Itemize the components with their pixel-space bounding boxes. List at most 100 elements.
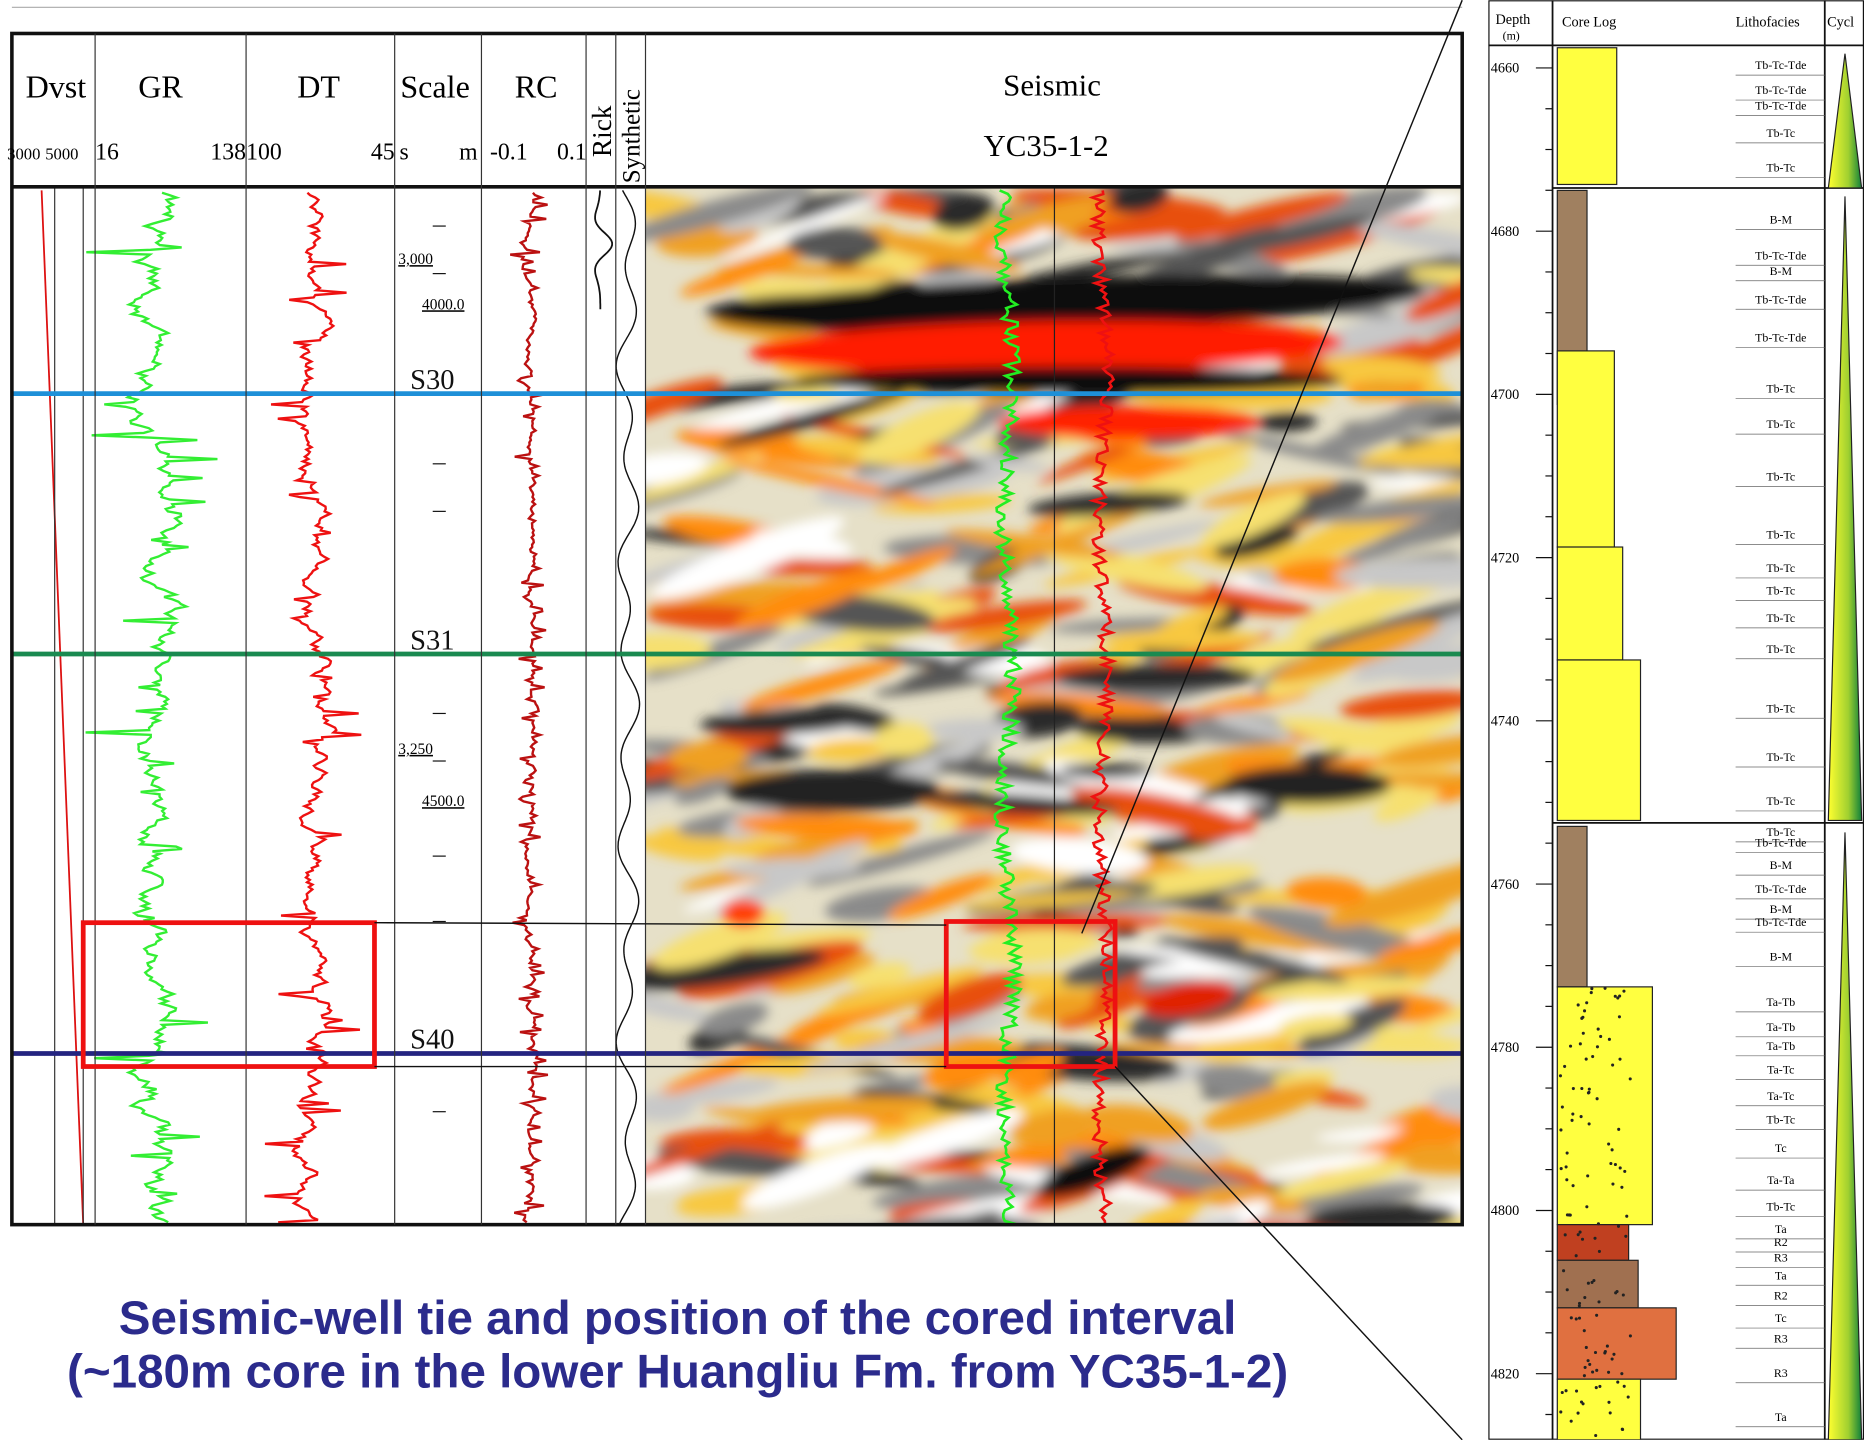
lithofacies-label: Tb-Tc [1766, 160, 1795, 174]
synthetic-label: Synthetic [619, 89, 646, 183]
gr-curve [85, 191, 218, 1224]
core-grain [1560, 1390, 1564, 1395]
core-grain [1617, 1015, 1621, 1019]
depth-label: 4760 [1491, 877, 1520, 893]
seismic-event [1026, 992, 1095, 1021]
depth-label: 4700 [1491, 387, 1520, 403]
core-grain [1593, 1350, 1598, 1355]
core-bed [1556, 659, 1642, 822]
seismic-event [945, 529, 1122, 559]
core-grain [1559, 1410, 1563, 1414]
rick-label: Rick [587, 105, 617, 157]
seismic-event [699, 1002, 769, 1037]
lithofacies-label: R2 [1774, 1235, 1788, 1249]
ricker-wavelet [594, 190, 613, 310]
seismic-event [1167, 996, 1370, 1043]
seismic-event [918, 792, 1119, 816]
seismic-strong-event [1141, 980, 1236, 1018]
seismic-event [645, 948, 826, 992]
core-grain [1607, 1370, 1611, 1374]
depth-label: 4720 [1491, 550, 1520, 566]
seismic-event [787, 227, 882, 260]
core-grain [1581, 1402, 1585, 1406]
core-grain [1618, 994, 1622, 998]
core-grain [1583, 1365, 1587, 1369]
seismic-event [1429, 1086, 1463, 1122]
seismic-event [1278, 1013, 1353, 1036]
seismic-event [1317, 493, 1463, 523]
core-grain [1620, 1185, 1624, 1189]
depth-label: 4680 [1491, 224, 1520, 240]
seismic-event [873, 722, 934, 757]
seismic-strong-event [725, 769, 940, 813]
core-grain [1609, 1161, 1613, 1166]
seismic-event [878, 438, 1057, 495]
seismic-event [974, 195, 1110, 240]
core-header: Core Log [1562, 14, 1616, 30]
seismic-title: Seismic [1003, 67, 1101, 102]
core-grain [1585, 1001, 1589, 1005]
logs-background [11, 188, 646, 1225]
core-grain [1583, 1296, 1587, 1300]
seismic-event [1333, 557, 1463, 589]
lithofacies-label: Tb-Tc-Tde [1755, 882, 1806, 896]
core-grain [1563, 1064, 1567, 1068]
core-grain [1596, 1222, 1600, 1226]
seismic-event [1285, 877, 1368, 908]
core-bed [1556, 546, 1624, 661]
core-grain [1585, 1205, 1589, 1209]
seismic-strong-event [721, 898, 765, 928]
seismic-event [739, 660, 902, 711]
well-name: YC35-1-2 [983, 128, 1108, 163]
seismic-event [1110, 188, 1169, 213]
seismic-event [818, 392, 917, 428]
lithofacies-label: Tb-Tc [1766, 825, 1795, 839]
lithofacies-label: Tb-Tc [1766, 750, 1795, 764]
horizon-label: S40 [410, 1025, 454, 1056]
scale-label: 4500.0 [422, 793, 465, 810]
core-grain [1569, 1419, 1573, 1423]
lithofacies-label: Tb-Tc-Tde [1755, 292, 1806, 306]
core-grain [1626, 1395, 1630, 1399]
core-log-panel: Depth(m) Core Log Lithofacies Cycl 4660 4680 4… [1488, 0, 1864, 1440]
core-bed [1556, 825, 1588, 988]
lithofacies-label: Tb-Tc [1766, 381, 1795, 395]
core-grain [1625, 1214, 1629, 1218]
core-grain [1591, 1054, 1595, 1059]
seismic-event [1307, 404, 1443, 459]
caption: (~180m core in the lower Huangliu Fm. fr… [67, 1345, 1288, 1398]
seismic-event [1082, 1104, 1194, 1143]
core-grain [1586, 1281, 1590, 1285]
depth-label: 4660 [1491, 61, 1520, 77]
seismic-strong-event [998, 405, 1261, 439]
lithofacies-label: Tb-Tc-Tde [1755, 836, 1806, 850]
seismic-event [1195, 1064, 1276, 1098]
core-grain [1591, 1370, 1595, 1374]
seismic-event [982, 928, 1103, 955]
core-background [1488, 0, 1864, 1440]
seismic-event [1070, 786, 1256, 838]
seismic-event [1229, 204, 1441, 268]
core-grain [1587, 1122, 1591, 1126]
scale-label: 3,250 [398, 741, 433, 758]
seismic-event [1324, 856, 1463, 928]
lithofacies-label: Tb-Tc-Tde [1755, 330, 1806, 344]
seismic-event [923, 599, 1088, 632]
seismic-event [887, 874, 996, 920]
seismic-event [806, 213, 999, 304]
core-grain [1571, 1086, 1575, 1091]
seismic-event [1277, 1160, 1408, 1199]
seismic-event [653, 912, 787, 970]
track-title: RC [515, 69, 558, 105]
core-grain [1574, 1389, 1579, 1393]
lithofacies-label: Ta-Tc [1767, 1089, 1794, 1103]
core-grain [1613, 994, 1617, 998]
core-grain [1605, 1344, 1609, 1348]
seismic-event [1010, 837, 1149, 874]
seismic-event [869, 232, 1022, 273]
seismic-event [1214, 525, 1299, 559]
lithofacies-label: R3 [1774, 1250, 1788, 1264]
cored-interval-box [80, 920, 377, 1069]
seismic-event [961, 891, 1136, 909]
